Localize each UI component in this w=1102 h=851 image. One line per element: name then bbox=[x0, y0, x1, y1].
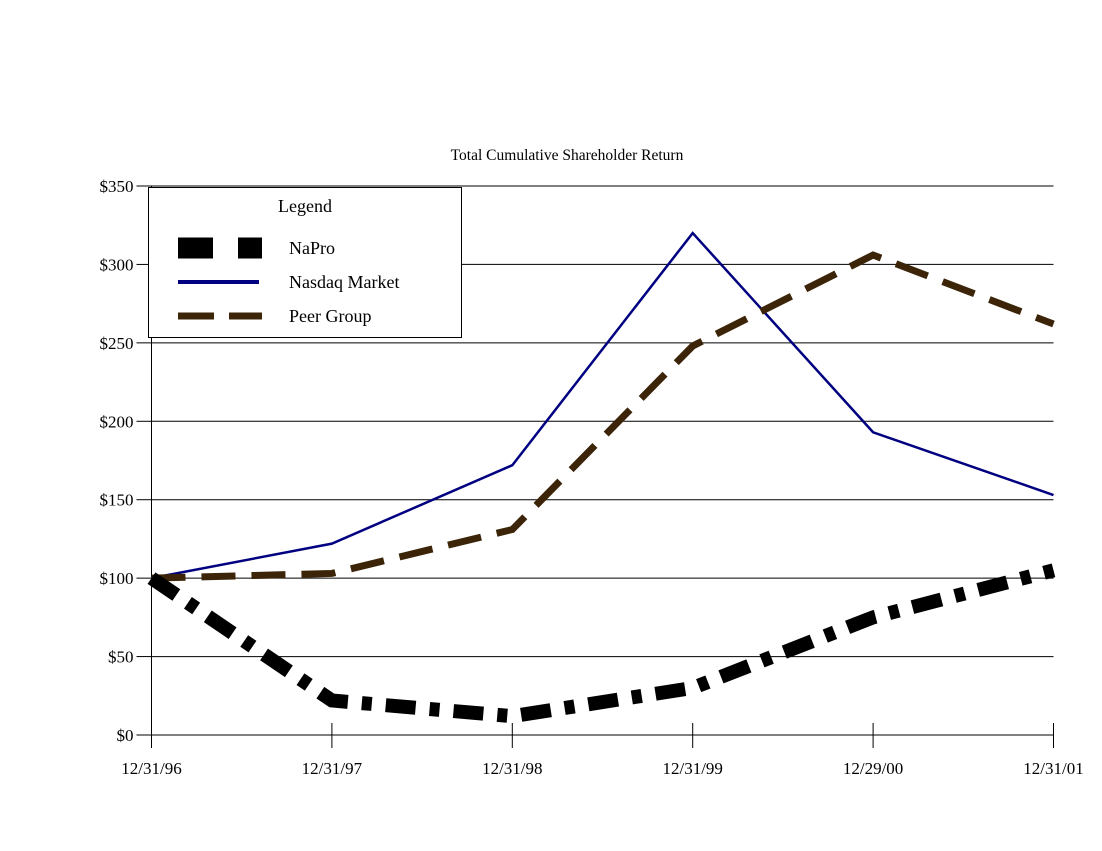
legend-item-label: Peer Group bbox=[289, 305, 372, 326]
chart-title: Total Cumulative Shareholder Return bbox=[450, 147, 684, 164]
legend-item-napro: NaPro bbox=[149, 232, 461, 264]
svg-text:$50: $50 bbox=[108, 648, 134, 667]
svg-text:$250: $250 bbox=[100, 334, 134, 353]
peer-group-dash-swatch-icon bbox=[178, 312, 262, 320]
legend-box: Legend NaPro Nasdaq Market Peer Group bbox=[148, 187, 462, 338]
svg-text:12/29/00: 12/29/00 bbox=[843, 759, 903, 778]
svg-text:12/31/97: 12/31/97 bbox=[302, 759, 363, 778]
svg-text:$300: $300 bbox=[100, 255, 134, 274]
svg-text:12/31/96: 12/31/96 bbox=[121, 759, 181, 778]
legend-item-peer-group: Peer Group bbox=[149, 300, 461, 332]
svg-text:12/31/98: 12/31/98 bbox=[482, 759, 542, 778]
napro-thick-dash-swatch-icon bbox=[178, 237, 262, 259]
svg-text:12/31/99: 12/31/99 bbox=[662, 759, 722, 778]
legend-item-label: NaPro bbox=[289, 237, 335, 258]
svg-text:$350: $350 bbox=[100, 177, 134, 196]
nasdaq-solid-line-swatch-icon bbox=[178, 280, 259, 284]
svg-text:$0: $0 bbox=[117, 726, 134, 745]
svg-text:$200: $200 bbox=[100, 412, 134, 431]
svg-text:$100: $100 bbox=[100, 569, 134, 588]
legend-item-nasdaq-market: Nasdaq Market bbox=[149, 266, 461, 298]
svg-text:$150: $150 bbox=[100, 491, 134, 510]
legend-item-label: Nasdaq Market bbox=[289, 271, 400, 292]
legend-title: Legend bbox=[278, 196, 332, 216]
svg-text:12/31/01: 12/31/01 bbox=[1023, 759, 1083, 778]
